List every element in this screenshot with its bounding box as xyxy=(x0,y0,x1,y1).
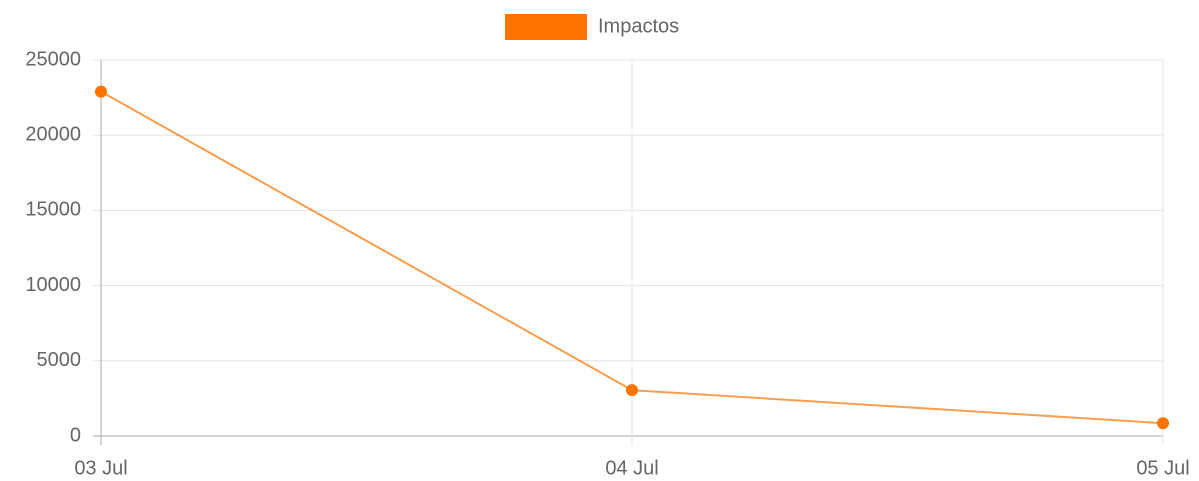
x-tick-label: 03 Jul xyxy=(74,457,127,479)
legend-swatch xyxy=(505,14,587,40)
x-tick-label: 04 Jul xyxy=(605,457,658,479)
data-point xyxy=(95,85,107,98)
legend-label: Impactos xyxy=(598,15,679,37)
data-point xyxy=(626,384,638,397)
y-tick-label: 25000 xyxy=(25,48,81,70)
y-tick-label: 10000 xyxy=(25,274,81,296)
data-point xyxy=(1157,417,1169,430)
y-tick-label: 0 xyxy=(70,424,81,446)
y-tick-label: 5000 xyxy=(37,349,82,371)
y-tick-label: 20000 xyxy=(25,123,81,145)
x-tick-label: 05 Jul xyxy=(1136,457,1189,479)
y-tick-label: 15000 xyxy=(25,199,81,221)
